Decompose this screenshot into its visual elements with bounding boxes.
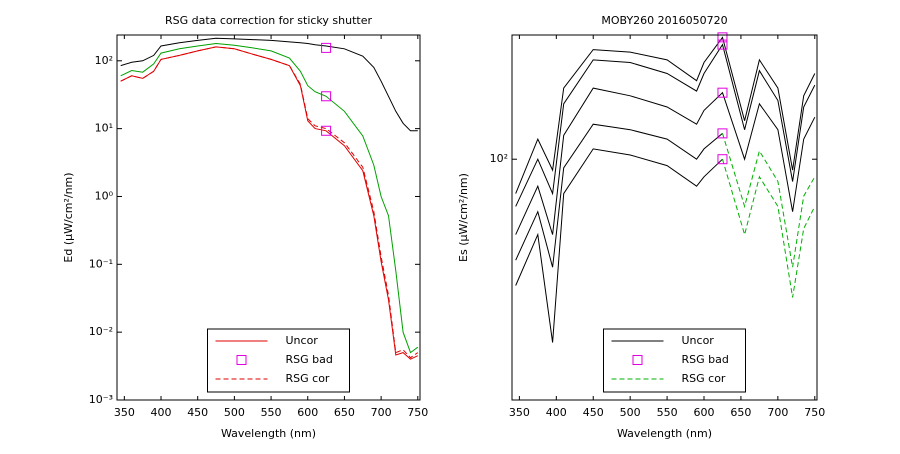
axes-box — [116, 34, 421, 401]
y-tick-label: 10² — [95, 54, 113, 67]
marker — [321, 42, 332, 53]
marker — [717, 39, 728, 50]
y-axis-label: Es (µW/cm²/nm) — [457, 173, 470, 262]
x-tick-label: 350 — [114, 406, 135, 419]
x-tick-label: 550 — [657, 406, 678, 419]
legend-label: RSG cor — [286, 372, 330, 385]
axes-box — [511, 34, 818, 401]
x-tick-label: 600 — [694, 406, 715, 419]
legend-label: RSG cor — [682, 372, 726, 385]
x-tick-label: 650 — [730, 406, 751, 419]
series-line — [515, 148, 723, 343]
x-tick-label: 450 — [583, 406, 604, 419]
y-tick-label: 10⁻³ — [89, 393, 113, 406]
x-tick-label: 450 — [187, 406, 208, 419]
y-tick-label: 10¹ — [95, 122, 113, 135]
marker — [717, 87, 728, 98]
y-axis-label: Ed (µW/cm²/nm) — [62, 172, 75, 262]
series-line — [120, 42, 419, 354]
x-tick-label: 500 — [224, 406, 245, 419]
marker — [321, 91, 332, 102]
x-tick-label: 400 — [546, 406, 567, 419]
x-tick-label: 400 — [151, 406, 172, 419]
y-tick-label: 10⁻¹ — [89, 257, 113, 270]
legend-label: RSG bad — [286, 353, 333, 366]
marker — [717, 128, 728, 139]
legend-swatch — [632, 355, 643, 365]
y-tick-label: 10² — [490, 152, 508, 165]
marker — [717, 32, 728, 43]
series-line — [515, 43, 816, 207]
x-tick-label: 700 — [767, 406, 788, 419]
series-line — [515, 87, 816, 235]
chart-title: MOBY260 2016050720 — [601, 14, 727, 27]
legend-label: RSG bad — [682, 353, 729, 366]
x-axis-label: Wavelength (nm) — [221, 427, 316, 440]
legend-swatch — [236, 355, 247, 365]
x-tick-label: 350 — [509, 406, 530, 419]
x-tick-label: 500 — [620, 406, 641, 419]
marker — [321, 125, 332, 136]
y-tick-label: 10⁻² — [89, 325, 113, 338]
marker — [717, 154, 728, 165]
series-line — [120, 37, 418, 132]
legend-label: Uncor — [286, 334, 319, 347]
chart-title: RSG data correction for sticky shutter — [165, 14, 373, 27]
x-tick-label: 600 — [297, 406, 318, 419]
x-axis-label: Wavelength (nm) — [617, 427, 712, 440]
series-line — [120, 46, 419, 359]
legend-box — [603, 328, 746, 393]
x-tick-label: 550 — [261, 406, 282, 419]
series-line — [515, 123, 723, 268]
y-tick-label: 10⁰ — [95, 189, 114, 202]
x-tick-label: 750 — [804, 406, 825, 419]
series-line — [515, 36, 816, 194]
series-line — [722, 133, 816, 268]
x-tick-label: 750 — [407, 406, 428, 419]
x-tick-label: 700 — [371, 406, 392, 419]
legend-label: Uncor — [682, 334, 715, 347]
legend-box — [207, 328, 350, 393]
x-tick-label: 650 — [334, 406, 355, 419]
